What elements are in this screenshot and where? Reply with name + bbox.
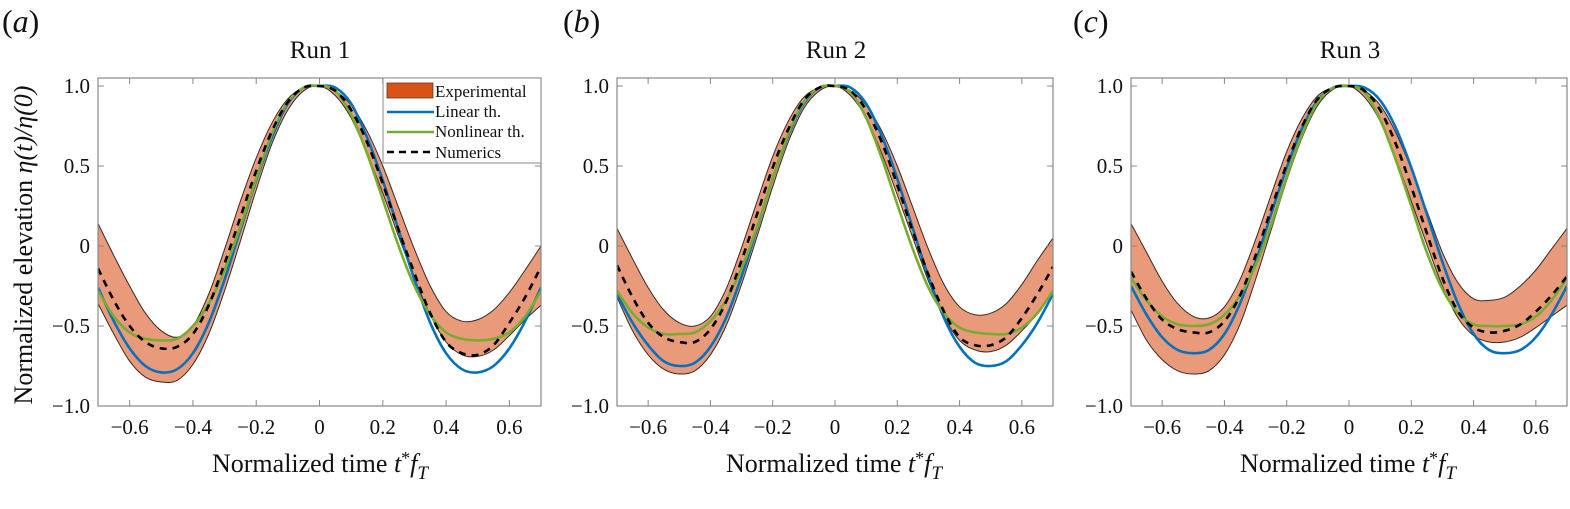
y-tick-label: −0.5	[52, 314, 90, 338]
y-tick-label: 0	[599, 234, 610, 258]
y-tick-label: 0	[1113, 234, 1124, 258]
experimental-upper-edge	[617, 85, 1053, 327]
x-tick-label: −0.6	[1143, 415, 1181, 439]
panel-title: Run 2	[806, 37, 866, 64]
x-tick-label: 0.2	[1398, 415, 1424, 439]
x-tick-label: 0.2	[884, 415, 910, 439]
axes: −0.6 −0.4 −0.2 0 0.2 0.4 0.6 1.0 0.5 0 −0.5 −1.0	[571, 74, 1054, 439]
x-tick-label: −0.2	[754, 415, 792, 439]
legend-label-experimental: Experimental	[435, 82, 527, 101]
y-axis-label: Normalized elevation η(t)/η(0)	[9, 86, 38, 405]
x-tick-label: 0	[830, 415, 841, 439]
numerics-line	[98, 84, 541, 357]
x-tick-label: −0.4	[174, 415, 213, 439]
y-tick-label: −1.0	[571, 394, 609, 418]
panel-label-a: (a)	[2, 3, 39, 39]
x-axis-label: Normalized time t*fT	[212, 448, 429, 484]
experimental-band	[617, 85, 1053, 375]
numerics-line	[1131, 84, 1567, 335]
legend-label-linear: Linear th.	[435, 102, 501, 121]
axes: −0.6 −0.4 −0.2 0 0.2 0.4 0.6 1.0 0.5 0 −0.5 −1.0	[1085, 74, 1568, 439]
x-tick-label: 0.4	[1460, 415, 1487, 439]
x-tick-label: 0.4	[433, 415, 460, 439]
x-tick-label: 0	[1344, 415, 1355, 439]
x-tick-label: −0.4	[691, 415, 730, 439]
legend-label-numerics: Numerics	[435, 143, 501, 162]
x-tick-label: 0.2	[370, 415, 396, 439]
y-tick-label: 0.5	[583, 154, 609, 178]
nonlinear-theory-line	[617, 84, 1053, 336]
x-tick-label: 0.6	[1523, 415, 1549, 439]
panel-c: (c) Run 3 −0.6 −0.4 −0.2 0 0.2 0.4 0.61.00.50−…	[1073, 3, 1568, 484]
x-tick-label: 0	[314, 415, 325, 439]
panel-title: Run 3	[1320, 37, 1380, 64]
y-tick-label: 1.0	[583, 74, 609, 98]
legend-label-nonlinear: Nonlinear th.	[435, 122, 525, 141]
numerics-line	[617, 84, 1053, 348]
x-tick-label: −0.2	[237, 415, 275, 439]
panel-title: Run 1	[290, 37, 350, 64]
legend: Experimental Linear th. Nonlinear th. Nu…	[382, 77, 542, 164]
x-tick-label: −0.4	[1205, 415, 1244, 439]
panel-b: (b) Run 2 −0.6 −0.4 −0.2 0 0.2 0.4 0.61.00.50−…	[563, 3, 1054, 484]
x-tick-label: −0.6	[629, 415, 667, 439]
x-tick-label: −0.2	[1268, 415, 1306, 439]
y-tick-label: 0.5	[1097, 154, 1123, 178]
experimental-upper-edge	[1131, 85, 1567, 320]
x-axis-label: Normalized time t*fT	[726, 448, 943, 484]
axes: −0.6 −0.4 −0.2 0 0.2 0.4 0.6 1.0 0.5 0 −0.5 −1.0	[52, 74, 542, 439]
y-tick-label: 0	[80, 234, 91, 258]
nonlinear-theory-line	[1131, 84, 1567, 328]
y-tick-label: −0.5	[571, 314, 609, 338]
panel-a: (a) Run 1 −0.6 −0.4 −0.2 0 0.2 0.4 0.61.00.50−…	[2, 3, 542, 484]
experimental-band	[1131, 85, 1567, 374]
y-tick-label: 1.0	[1097, 74, 1123, 98]
panel-label-b: (b)	[563, 3, 600, 39]
y-tick-label: −0.5	[1085, 314, 1123, 338]
legend-swatch-experimental	[386, 82, 434, 99]
x-axis-label: Normalized time t*fT	[1240, 448, 1457, 484]
y-axis-label-math: η(t)/η(0)	[9, 86, 38, 174]
y-tick-label: −1.0	[52, 394, 90, 418]
y-tick-label: 0.5	[64, 154, 90, 178]
x-tick-label: 0.4	[946, 415, 973, 439]
y-tick-label: 1.0	[64, 74, 90, 98]
plot-area	[98, 84, 541, 383]
x-tick-label: 0.6	[1009, 415, 1035, 439]
panel-label-c: (c)	[1073, 3, 1109, 39]
plot-area	[1131, 84, 1567, 375]
y-tick-label: −1.0	[1085, 394, 1123, 418]
x-tick-label: −0.6	[111, 415, 149, 439]
x-tick-label: 0.6	[496, 415, 522, 439]
plot-area	[617, 84, 1053, 375]
